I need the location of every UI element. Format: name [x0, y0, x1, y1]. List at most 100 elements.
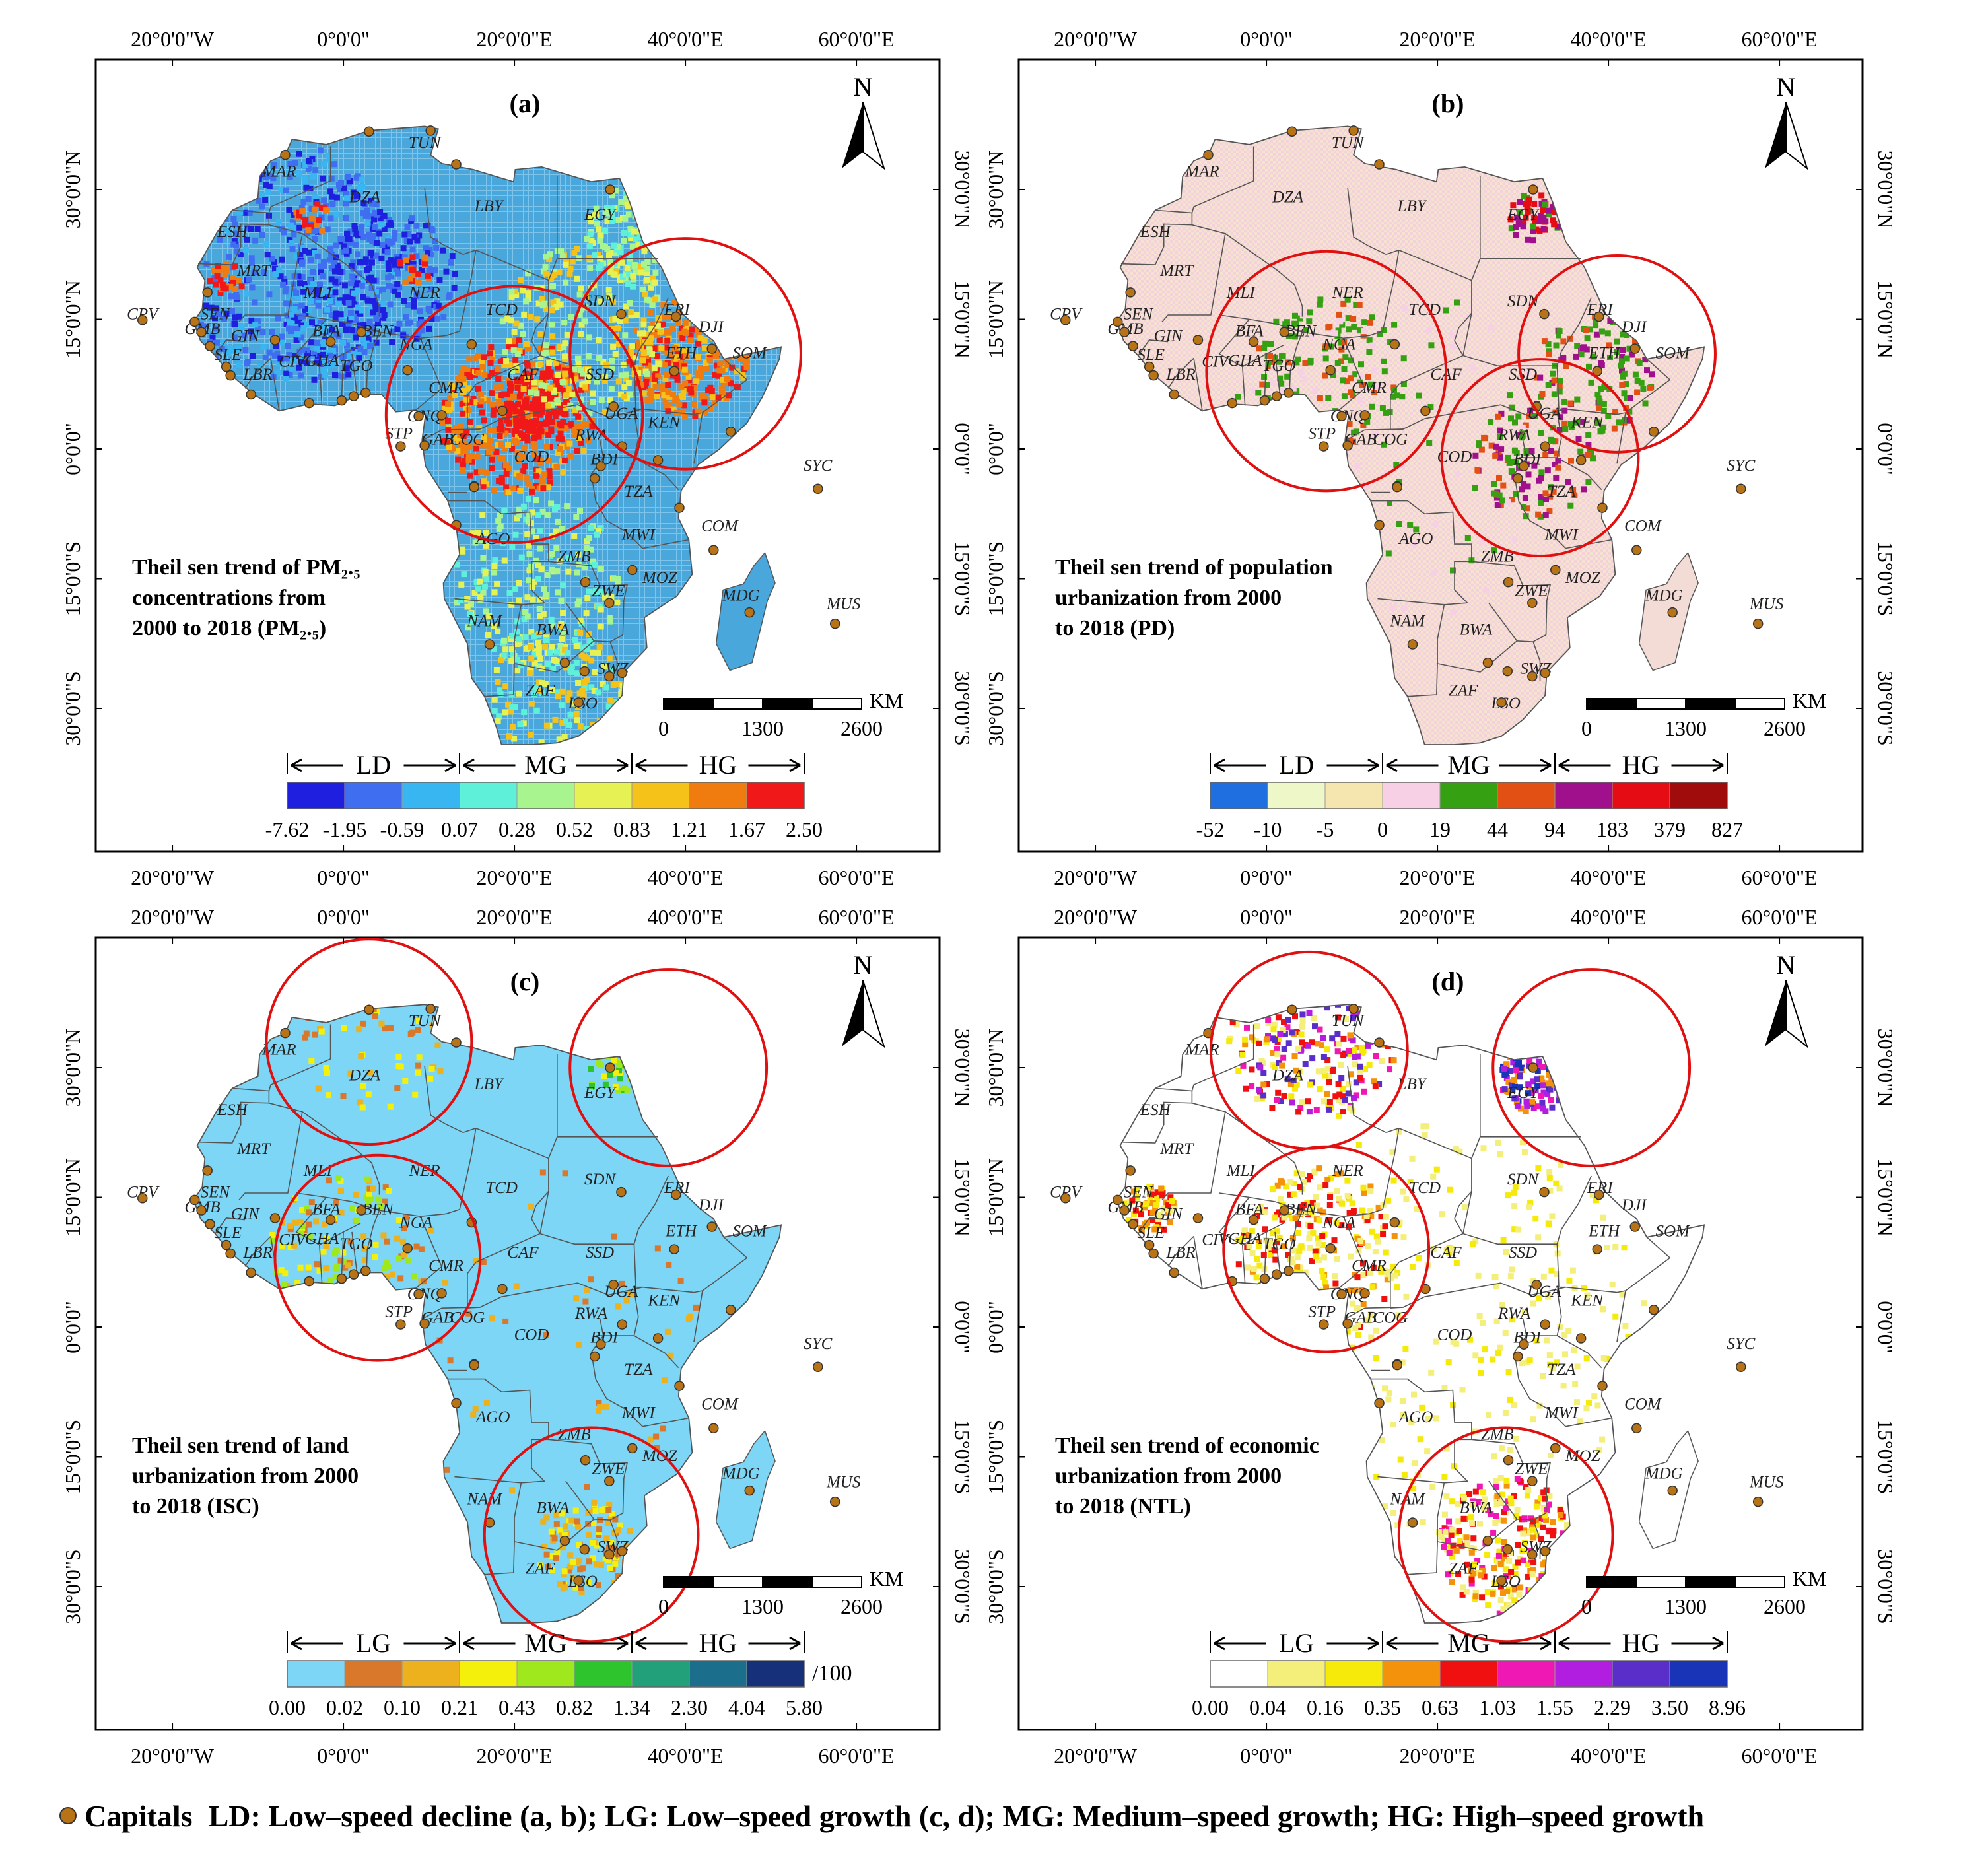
raster-cell [353, 282, 359, 289]
raster-cell [658, 345, 665, 351]
raster-cell [621, 230, 627, 236]
lon-label-top: 20°0'0"E [1399, 27, 1475, 51]
raster-cell [648, 335, 654, 341]
raster-cell [1256, 1040, 1262, 1046]
capital-marker [1287, 126, 1297, 137]
raster-cell [372, 1254, 378, 1260]
raster-cell [555, 693, 561, 700]
raster-cell [306, 307, 312, 314]
raster-cell [1500, 1517, 1507, 1524]
raster-cell [529, 411, 535, 417]
raster-cell [523, 370, 530, 377]
raster-cell [498, 475, 505, 481]
raster-cell [545, 458, 551, 464]
raster-cell [582, 654, 588, 661]
raster-cell [535, 664, 542, 670]
raster-cell [586, 243, 593, 250]
raster-cell [1517, 1556, 1523, 1562]
raster-cell [629, 243, 636, 250]
raster-cell [1289, 1259, 1296, 1266]
raster-cell [1292, 312, 1298, 319]
capital-marker [484, 639, 495, 650]
country-code-label: GNQ [407, 407, 442, 425]
raster-cell [566, 440, 573, 447]
raster-cell [613, 246, 620, 253]
legend-tick-label: 827 [1711, 817, 1743, 841]
capital-marker [137, 1193, 148, 1204]
raster-cell [396, 284, 403, 291]
raster-cell [526, 577, 532, 584]
raster-cell [213, 339, 220, 346]
raster-cell [568, 669, 575, 675]
raster-cell [332, 372, 338, 378]
capital-marker [829, 1496, 840, 1507]
raster-cell [1391, 1233, 1398, 1239]
panel-title-line: Theil sen trend of land [132, 1433, 349, 1458]
raster-cell [535, 687, 541, 693]
raster-cell [528, 488, 535, 495]
raster-cell [1334, 360, 1341, 366]
raster-cell [1347, 1032, 1354, 1039]
raster-cell [1350, 1210, 1357, 1216]
raster-cell [440, 314, 447, 320]
raster-cell [1372, 1249, 1379, 1255]
raster-cell [552, 413, 559, 419]
raster-cell [272, 352, 278, 359]
raster-cell [414, 290, 421, 296]
panel-label: (b) [1432, 88, 1464, 118]
raster-cell [1315, 1235, 1321, 1242]
raster-cell [361, 1245, 368, 1252]
raster-cell [681, 402, 687, 409]
raster-cell [650, 321, 657, 327]
raster-cell [1521, 1527, 1527, 1534]
raster-cell [1463, 1589, 1470, 1595]
raster-cell [1501, 1509, 1507, 1515]
raster-cell [366, 1190, 372, 1197]
raster-cell [403, 314, 409, 320]
raster-cell [552, 393, 559, 399]
raster-cell [458, 444, 465, 450]
raster-cell [539, 285, 546, 291]
raster-cell [333, 1200, 339, 1206]
raster-cell [1497, 1583, 1504, 1590]
country-code-label: EGY [1507, 206, 1540, 224]
capital-marker [706, 343, 717, 354]
raster-cell [458, 581, 465, 588]
raster-cell [394, 1085, 401, 1091]
raster-cell [1540, 1064, 1546, 1070]
raster-cell [1551, 377, 1558, 384]
raster-cell [321, 367, 327, 373]
raster-cell [612, 1516, 619, 1523]
raster-cell [557, 409, 564, 416]
raster-cell [223, 260, 229, 267]
raster-cell [278, 1267, 285, 1273]
raster-cell [1346, 326, 1352, 333]
raster-cell [1511, 1077, 1517, 1083]
raster-cell [520, 454, 526, 460]
raster-cell [1390, 1057, 1397, 1064]
raster-cell [612, 1560, 619, 1567]
capital-marker [1502, 666, 1513, 677]
raster-cell [287, 236, 293, 243]
raster-cell [582, 679, 588, 685]
raster-cell [491, 563, 498, 569]
raster-cell [326, 1277, 333, 1284]
raster-cell [508, 289, 515, 295]
raster-cell [554, 568, 561, 575]
raster-cell [640, 330, 646, 337]
raster-cell [374, 1196, 381, 1203]
raster-cell [348, 310, 354, 316]
raster-cell [314, 201, 321, 207]
raster-cell [539, 302, 546, 309]
raster-cell [1523, 214, 1529, 221]
raster-cell [351, 223, 358, 229]
raster-cell [377, 209, 384, 215]
raster-cell [514, 656, 520, 663]
raster-cell [356, 355, 362, 361]
raster-cell [1600, 407, 1607, 414]
raster-cell [1527, 407, 1534, 414]
raster-cell [1525, 370, 1532, 377]
raster-cell [548, 428, 555, 435]
raster-cell [642, 291, 648, 297]
